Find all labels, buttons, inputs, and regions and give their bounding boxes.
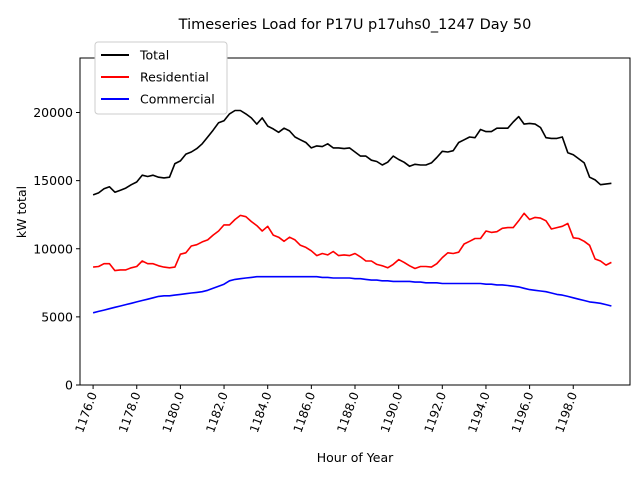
series-line-residential: [93, 212, 612, 272]
y-axis-label: kW total: [14, 186, 29, 238]
legend-label-total: Total: [139, 48, 169, 63]
series-line-total: [92, 109, 612, 196]
legend-label-commercial: Commercial: [140, 92, 215, 107]
y-tick-label: 10000: [33, 241, 73, 256]
y-tick-label: 0: [65, 378, 73, 393]
series-line-commercial: [92, 275, 612, 314]
legend-label-residential: Residential: [140, 70, 209, 85]
plot-area-frame: [79, 57, 631, 386]
legend: Total Residential Commercial: [94, 41, 228, 115]
chart-title: Timeseries Load for P17U p17uhs0_1247 Da…: [178, 17, 532, 33]
y-axis-ticks: 0 5000 10000 15000 20000: [33, 105, 80, 393]
y-tick-label: 5000: [41, 309, 73, 324]
y-tick-label: 15000: [33, 173, 73, 188]
x-axis-label: Hour of Year: [317, 450, 394, 465]
y-tick-label: 20000: [33, 105, 73, 120]
legend-frame: [94, 41, 228, 115]
series-layer: [92, 109, 612, 314]
